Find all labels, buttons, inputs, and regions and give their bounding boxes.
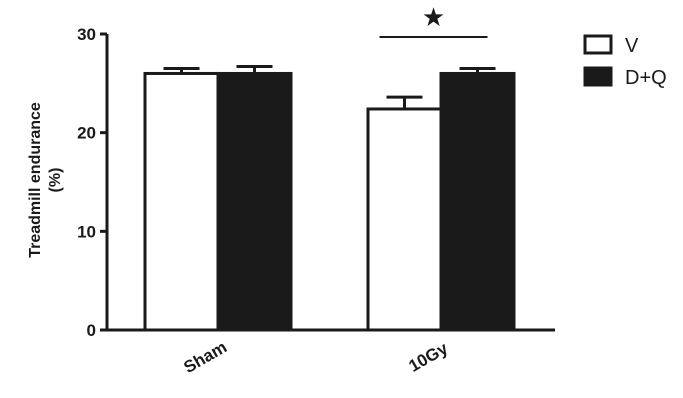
legend-swatch-D+Q [583,66,613,87]
legend: V D+Q [583,34,667,89]
legend-label-V: V [625,35,639,57]
y-tick-label: 10 [77,222,96,241]
bars [143,65,516,332]
significance-marker: ★ [379,2,488,38]
x-axis: Sham 10Gy [107,328,555,377]
x-tick-label: Sham [180,337,230,377]
bar-V-10Gy [366,107,443,332]
significance-star: ★ [422,2,445,32]
y-tick-label: 0 [87,321,96,340]
bar-D+Q-Sham [216,71,293,332]
y-axis: 0 10 20 30 [77,25,109,340]
bar-D+Q-10Gy [439,71,516,332]
y-tick-label: 20 [77,124,96,143]
y-axis-label-line1: Treadmill endurance [27,102,44,258]
bar-V-Sham [143,71,220,332]
legend-swatch-V [583,34,613,55]
x-tick-label: 10Gy [405,338,451,376]
y-axis-label-line2: (%) [47,168,64,193]
y-tick-label: 30 [77,25,96,44]
legend-label-D+Q: D+Q [625,67,667,89]
